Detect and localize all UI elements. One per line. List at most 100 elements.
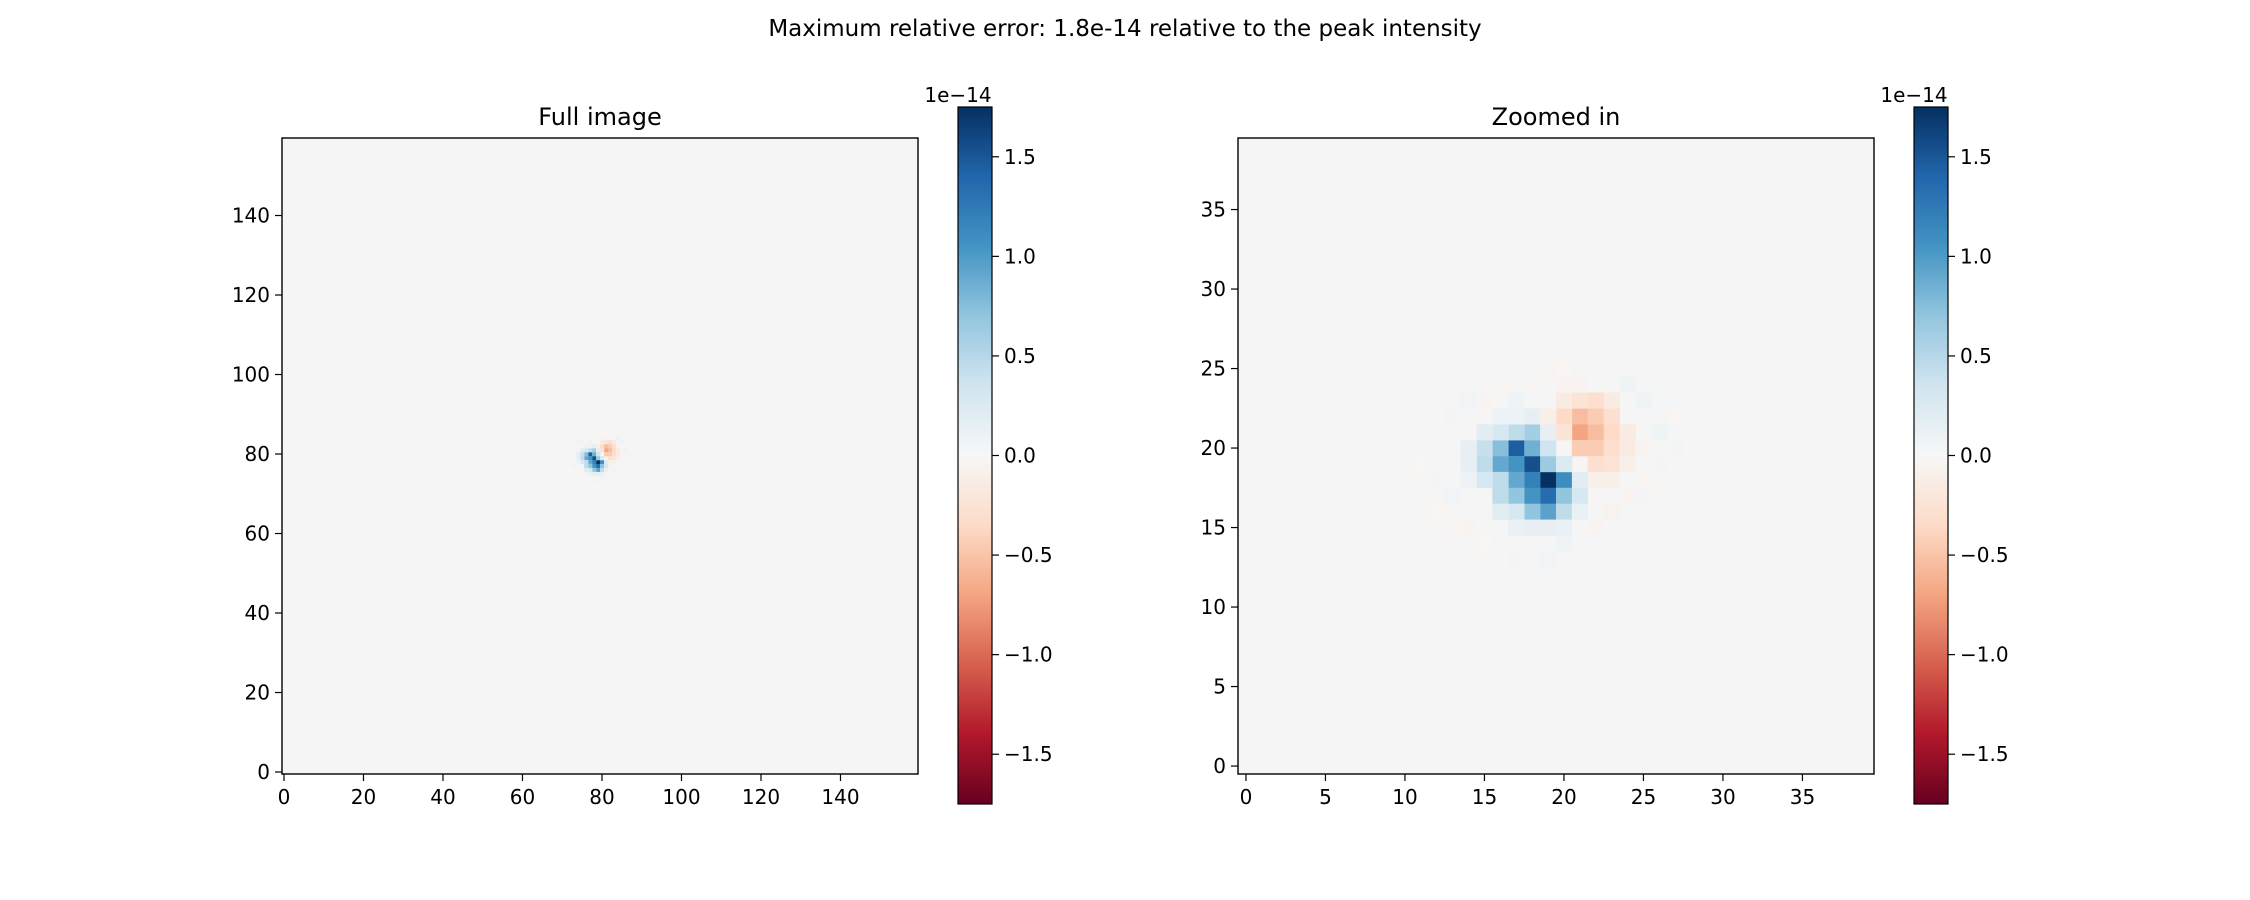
- heatmap-cell: [611, 467, 617, 473]
- heatmap-cell: [1492, 424, 1509, 441]
- heatmap-cell: [1428, 503, 1445, 520]
- heatmap-cell: [1571, 487, 1589, 504]
- heatmap-cell: [588, 448, 593, 453]
- heatmap-cell: [1556, 519, 1573, 536]
- heatmap-cell: [1508, 440, 1525, 457]
- heatmap-cell: [1587, 471, 1604, 489]
- colorbar-full-image: 1e−14 1.5 1.0 0.5 0.0 −0.5 −1.0 −1.5: [924, 83, 1053, 805]
- heatmap-cell: [611, 448, 617, 453]
- colorbar-gradient-zoomed-in: [1914, 107, 1948, 804]
- heatmap-cell: [596, 463, 601, 469]
- heatmap-cell: [580, 475, 585, 481]
- colorbar-tick-label: 0.5: [1960, 344, 1992, 368]
- heatmap-cell: [1508, 456, 1525, 473]
- heatmap-cell: [1571, 376, 1589, 393]
- heatmap-cell: [1524, 567, 1541, 584]
- heatmap-cell: [1603, 408, 1620, 425]
- heatmap-cell: [1540, 503, 1557, 520]
- heatmap-cell: [623, 456, 629, 461]
- heatmap-cell: [572, 444, 577, 449]
- heatmap-cell: [600, 475, 605, 481]
- heatmap-cell: [611, 444, 617, 449]
- heatmap-cell: [592, 444, 597, 449]
- y-tick-label: 5: [1213, 675, 1226, 699]
- heatmap-cell: [1508, 503, 1525, 520]
- x-tick-label: 10: [1392, 785, 1417, 809]
- heatmap-cell: [1635, 487, 1652, 504]
- colorbar-tick-label: 0.0: [1004, 444, 1036, 468]
- heatmap-cell: [1556, 503, 1573, 520]
- heatmap-cell: [615, 436, 621, 441]
- heatmap-cell: [596, 479, 601, 485]
- heatmap-cell: [1508, 392, 1525, 409]
- heatmap-cell: [600, 459, 605, 465]
- heatmap-cell: [1540, 424, 1557, 441]
- colorbar-tick-label: −1.0: [1960, 643, 2009, 667]
- heatmap-cell: [592, 436, 597, 441]
- heatmap-cell: [600, 436, 605, 441]
- colorbar-tick-label: 0.5: [1004, 344, 1036, 368]
- heatmap-cell: [580, 456, 585, 461]
- heatmap-cell: [576, 471, 581, 477]
- heatmap-cell: [1667, 408, 1684, 425]
- heatmap-cell: [1524, 519, 1541, 536]
- y-tick-label: 100: [232, 363, 270, 387]
- heatmap-cell: [580, 452, 585, 457]
- heatmap-cell: [1571, 440, 1589, 457]
- x-tick-label: 20: [351, 785, 376, 809]
- heatmap-cell: [1587, 424, 1604, 441]
- heatmap-cell: [1492, 456, 1509, 473]
- heatmap-cell: [627, 444, 633, 449]
- heatmap-cell: [1428, 424, 1445, 441]
- colorbar-tick-label: −1.5: [1004, 742, 1053, 766]
- x-axis-zoomed-in: 0 5 10 15 20 25 30 35: [1240, 774, 1815, 809]
- heatmap-cell: [596, 459, 601, 465]
- heatmap-cell: [1492, 440, 1509, 457]
- heatmap-cell: [603, 440, 609, 445]
- y-axis-zoomed-in: 0 5 10 15 20 25 30 35: [1201, 198, 1238, 778]
- y-tick-label: 60: [245, 522, 270, 546]
- heatmap-cell: [1619, 376, 1636, 393]
- heatmap-cell: [580, 440, 585, 445]
- heatmap-cell: [1667, 440, 1684, 457]
- heatmap-cell: [1571, 471, 1589, 489]
- heatmap-cell: [615, 448, 621, 453]
- heatmap-cell: [607, 456, 613, 461]
- heatmap-cell: [1524, 376, 1541, 393]
- heatmap-cell: [1476, 456, 1493, 473]
- heatmap-cell: [1460, 519, 1477, 536]
- heatmap-cell: [576, 440, 581, 445]
- heatmap-cell: [1508, 408, 1525, 425]
- heatmap-cell: [1556, 360, 1573, 377]
- heatmap-cell: [588, 440, 593, 445]
- heatmap-cell: [1460, 456, 1477, 473]
- heatmap-cell: [1524, 408, 1541, 425]
- heatmap-cell: [1524, 456, 1541, 473]
- heatmap-cell: [1460, 440, 1477, 457]
- heatmap-cell: [615, 467, 621, 473]
- heatmap-cell: [607, 452, 613, 457]
- heatmap-cell: [619, 463, 625, 469]
- heatmap-cell: [596, 444, 601, 449]
- heatmap-cell: [1587, 440, 1604, 457]
- x-tick-label: 15: [1472, 785, 1497, 809]
- y-tick-label: 0: [257, 760, 270, 784]
- heatmap-cell: [603, 452, 609, 457]
- heatmap-cell: [607, 475, 613, 481]
- heatmap-cell: [588, 444, 593, 449]
- figure-suptitle: Maximum relative error: 1.8e-14 relative…: [768, 16, 1481, 42]
- y-tick-label: 40: [245, 601, 270, 625]
- heatmap-cell: [627, 452, 633, 457]
- heatmap-cell: [1508, 519, 1525, 536]
- heatmap-cell: [1476, 424, 1493, 441]
- heatmap-cell: [1540, 456, 1557, 473]
- x-tick-label: 60: [510, 785, 535, 809]
- heatmap-cell: [588, 456, 593, 461]
- heatmap-cell: [1524, 487, 1541, 504]
- heatmap-cell: [615, 452, 621, 457]
- colorbar-tick-label: 0.0: [1960, 444, 1992, 468]
- heatmap-zoomed-in: [1412, 360, 1684, 584]
- heatmap-cell: [1460, 392, 1477, 409]
- heatmap-cell: [1540, 551, 1557, 568]
- heatmap-cell: [568, 459, 573, 465]
